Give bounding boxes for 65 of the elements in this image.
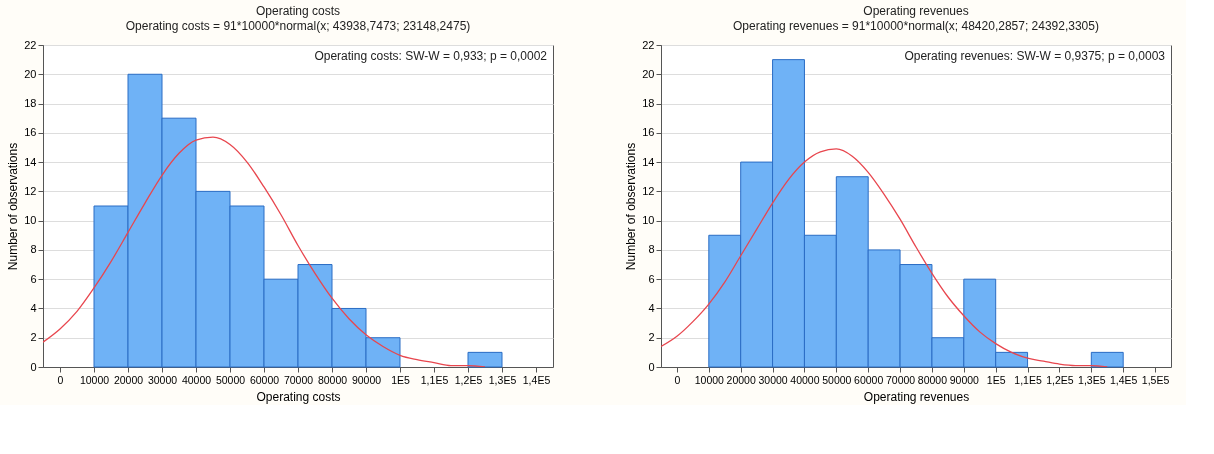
x-tick-label: 80000 <box>917 373 948 386</box>
x-tick-label: 10000 <box>694 373 725 386</box>
x-tick-label: 1,3E5 <box>1078 373 1106 386</box>
x-tick-label: 90000 <box>351 373 382 386</box>
x-axis-title: Operating costs <box>256 390 341 404</box>
chart-subtitle: Operating revenues = 91*10000*normal(x; 48420,2857; 24392,3305) <box>733 19 1099 33</box>
x-tick-label: 90000 <box>949 373 980 386</box>
y-tick-label: 18 <box>642 97 655 110</box>
y-tick-label: 8 <box>648 243 655 256</box>
x-tick-label: 50000 <box>215 373 246 386</box>
y-tick-label: 22 <box>24 38 37 51</box>
x-axis-title: Operating revenues <box>863 390 970 404</box>
y-tick-label: 10 <box>24 214 37 227</box>
x-tick-label: 40000 <box>181 373 212 386</box>
y-tick-label: 18 <box>24 97 37 110</box>
y-tick-label: 6 <box>648 272 655 285</box>
y-tick-label: 12 <box>642 184 655 197</box>
y-tick-label: 20 <box>24 67 37 80</box>
y-tick-label: 4 <box>30 301 37 314</box>
y-tick-label: 14 <box>24 155 37 168</box>
y-tick-label: 0 <box>30 360 37 373</box>
y-tick-label: 10 <box>642 214 655 227</box>
x-tick-label: 1,2E5 <box>454 373 483 386</box>
annotation: Operating revenues: SW-W = 0,9375; p = 0,0003 <box>904 49 1166 63</box>
chart-subtitle: Operating costs = 91*10000*normal(x; 43938,7473; 23148,2475) <box>125 19 471 33</box>
x-tick-label: 10000 <box>79 373 110 386</box>
x-tick-label: 70000 <box>283 373 314 386</box>
y-tick-label: 2 <box>30 331 37 344</box>
y-tick-label: 2 <box>648 331 655 344</box>
y-tick-label: 0 <box>648 360 655 373</box>
y-tick-label: 14 <box>642 155 655 168</box>
x-tick-label: 20000 <box>113 373 144 386</box>
x-tick-label: 0 <box>674 373 681 386</box>
y-axis-title: Number of observations <box>624 142 639 271</box>
x-tick-label: 1,2E5 <box>1046 373 1074 386</box>
x-tick-label: 20000 <box>726 373 756 386</box>
x-tick-label: 1E5 <box>986 373 1006 386</box>
y-tick-label: 16 <box>24 126 37 139</box>
y-tick-label: 16 <box>642 126 655 139</box>
x-tick-label: 60000 <box>854 373 884 386</box>
x-tick-label: 1,5E5 <box>1141 373 1170 386</box>
x-tick-label: 80000 <box>317 373 348 386</box>
y-tick-label: 6 <box>30 272 37 285</box>
x-tick-label: 0 <box>57 373 64 386</box>
x-tick-label: 1,1E5 <box>1014 373 1042 386</box>
x-tick-label: 30000 <box>147 373 178 386</box>
chart-title: Operating revenues <box>863 4 969 18</box>
y-tick-label: 20 <box>642 67 655 80</box>
x-tick-label: 1E5 <box>391 373 410 386</box>
x-tick-label: 70000 <box>885 373 916 386</box>
x-tick-label: 50000 <box>822 373 852 386</box>
x-tick-label: 1,1E5 <box>420 373 449 386</box>
y-axis-title: Number of observations <box>6 142 21 271</box>
y-tick-label: 4 <box>648 301 655 314</box>
x-tick-label: 1,4E5 <box>522 373 551 386</box>
x-tick-label: 60000 <box>249 373 280 386</box>
x-tick-label: 1,3E5 <box>488 373 517 386</box>
x-tick-label: 40000 <box>790 373 820 386</box>
annotation: Operating costs: SW-W = 0,933; p = 0,0002 <box>314 49 548 63</box>
x-tick-label: 1,4E5 <box>1109 373 1138 386</box>
y-tick-label: 12 <box>24 184 37 197</box>
x-tick-label: 30000 <box>758 373 788 386</box>
chart-title: Operating costs <box>255 4 341 18</box>
y-tick-label: 22 <box>642 38 655 51</box>
y-tick-label: 8 <box>30 243 37 256</box>
